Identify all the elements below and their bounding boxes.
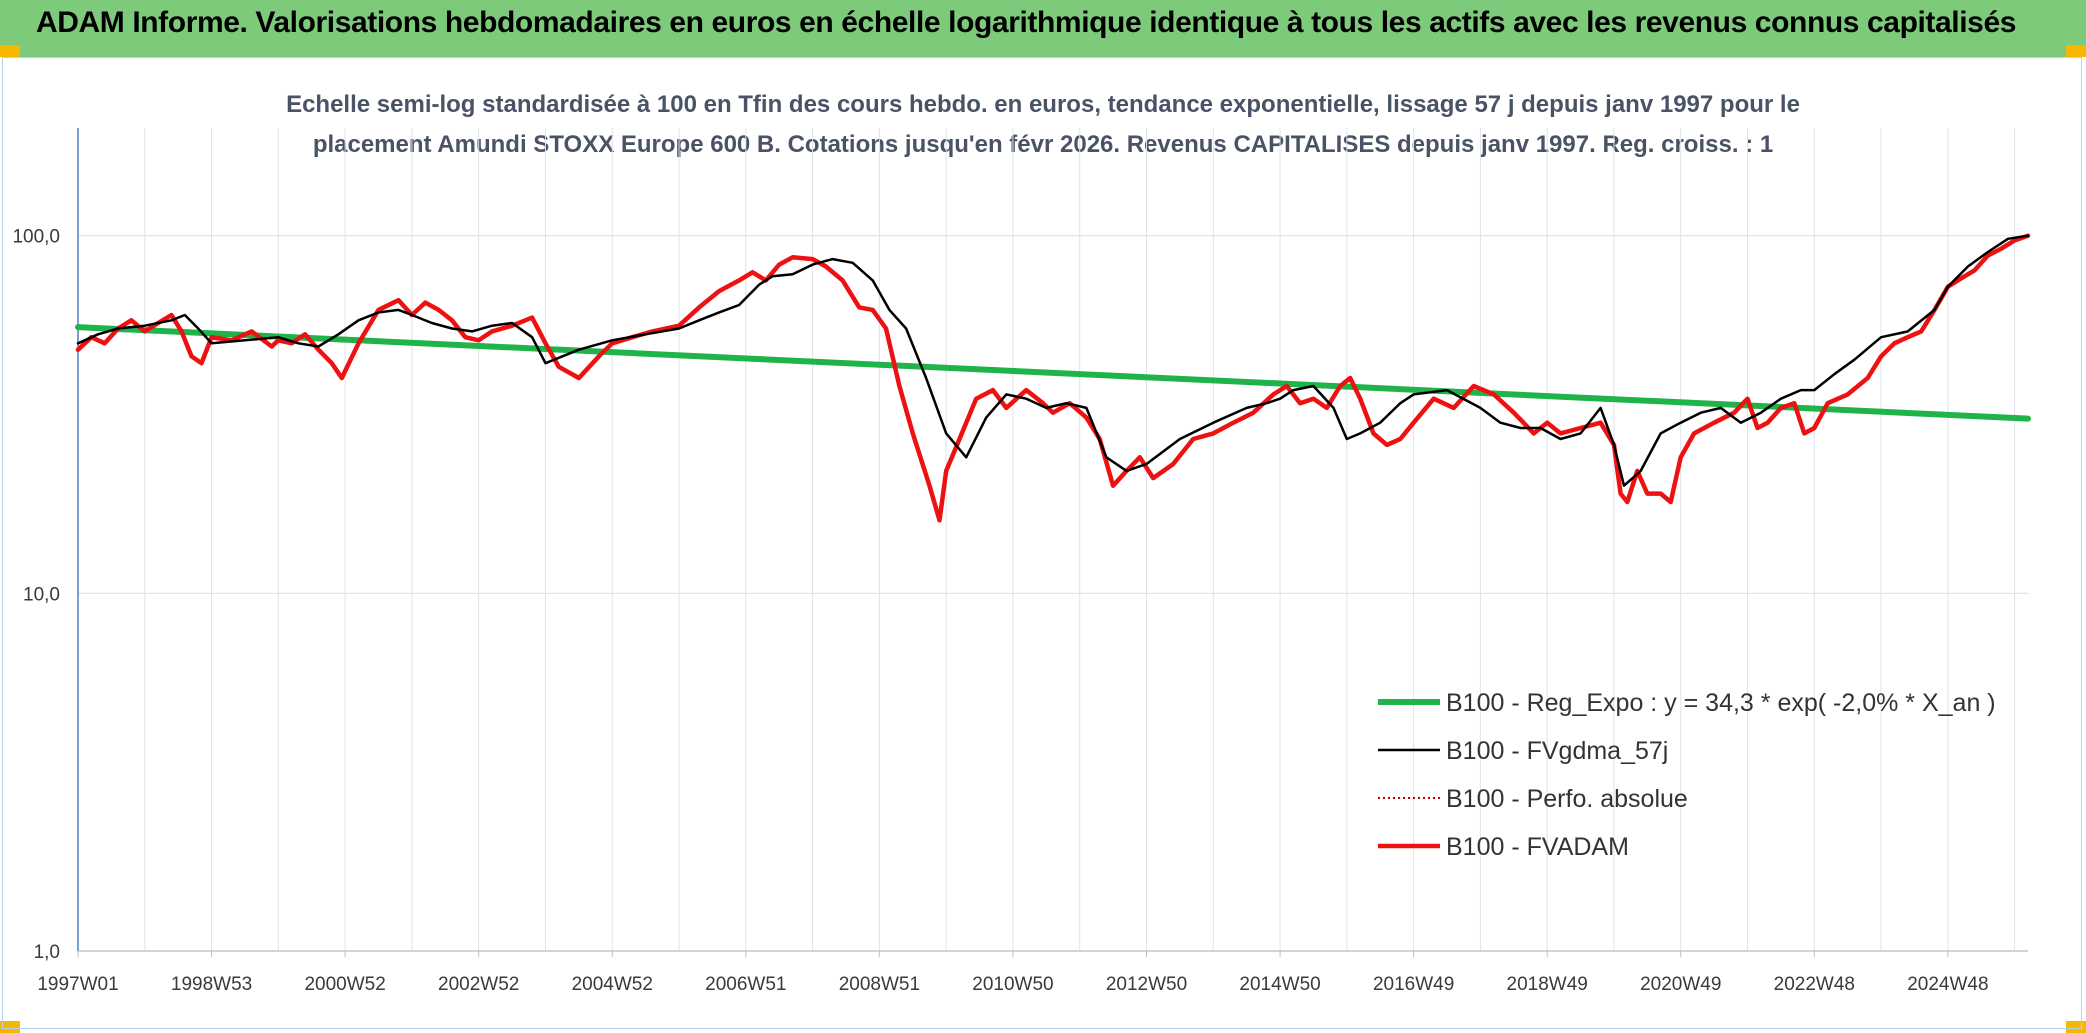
x-tick-label: 2018W49 bbox=[1507, 974, 1588, 995]
grid-layer bbox=[78, 128, 2028, 952]
x-tick-label: 2024W48 bbox=[1907, 974, 1988, 995]
x-tick-label: 1998W53 bbox=[171, 974, 252, 995]
y-tick-label: 100,0 bbox=[12, 227, 60, 248]
legend-label-fvgdma: B100 - FVgdma_57j bbox=[1446, 737, 1668, 765]
series-line-fvgdma bbox=[76, 234, 2030, 487]
series-line-fvadam bbox=[75, 233, 2031, 523]
x-tick-label: 2004W52 bbox=[572, 974, 653, 995]
header-banner: ADAM Informe. Valorisations hebdomadaire… bbox=[0, 0, 2086, 57]
corner-marker-top-right bbox=[2066, 45, 2086, 57]
y-tick-label: 1,0 bbox=[34, 942, 60, 963]
x-tick-label: 2010W50 bbox=[972, 974, 1053, 995]
legend-label-perfo: B100 - Perfo. absolue bbox=[1446, 785, 1688, 813]
legend-label-reg-expo: B100 - Reg_Expo : y = 34,3 * exp( -2,0% … bbox=[1446, 689, 1996, 717]
chart-subtitle-line2: placement Amundi STOXX Europe 600 B. Cot… bbox=[313, 131, 1773, 158]
chart-subtitle-line1: Echelle semi-log standardisée à 100 en T… bbox=[286, 91, 1800, 118]
x-tick-label: 2014W50 bbox=[1239, 974, 1320, 995]
x-tick-label: 2022W48 bbox=[1774, 974, 1855, 995]
corner-marker-bottom-left bbox=[0, 1021, 20, 1033]
legend: B100 - Reg_Expo : y = 34,3 * exp( -2,0% … bbox=[1378, 689, 1996, 861]
chart-frame bbox=[2, 57, 2082, 1029]
x-tick-label: 2000W52 bbox=[304, 974, 385, 995]
axis-layer: 1,0 10,0 100,0 1997W01 1998W53 2000W52 2002W52… bbox=[12, 128, 2028, 995]
x-tick-label: 1997W01 bbox=[37, 974, 118, 995]
x-tick-label: 2016W49 bbox=[1373, 974, 1454, 995]
x-tick-label: 2008W51 bbox=[839, 974, 920, 995]
page-title: ADAM Informe. Valorisations hebdomadaire… bbox=[36, 6, 2017, 39]
legend-label-fvadam: B100 - FVADAM bbox=[1446, 833, 1629, 861]
x-tick-label: 2002W52 bbox=[438, 974, 519, 995]
x-tick-label: 2006W51 bbox=[705, 974, 786, 995]
x-tick-label: 2020W49 bbox=[1640, 974, 1721, 995]
series-line-reg-expo bbox=[75, 324, 2031, 422]
series-layer bbox=[75, 233, 2031, 523]
x-tick-label: 2012W50 bbox=[1106, 974, 1187, 995]
corner-marker-top-left bbox=[0, 45, 20, 57]
y-tick-label: 10,0 bbox=[23, 584, 60, 605]
